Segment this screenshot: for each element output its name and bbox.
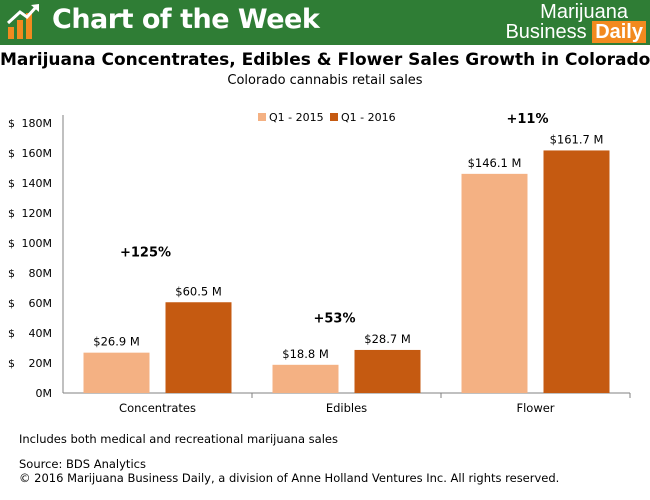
growth-label: +125%	[120, 246, 171, 261]
brand-name-line1: Marijuana	[540, 1, 628, 23]
y-tick-label: 180M	[22, 117, 53, 130]
y-tick-label: 0M	[36, 387, 53, 400]
y-tick-label: 20M	[29, 357, 53, 370]
legend-swatch	[258, 113, 266, 121]
y-tick-label: 60M	[29, 297, 53, 310]
bar	[83, 352, 150, 393]
data-label: $161.7 M	[550, 132, 604, 146]
y-tick-currency: $	[8, 147, 15, 160]
data-label: $146.1 M	[468, 156, 522, 170]
y-tick-currency: $	[8, 117, 15, 130]
y-tick-currency: $	[8, 267, 15, 280]
y-tick-label: 160M	[22, 147, 53, 160]
footnote-note: Includes both medical and recreational m…	[19, 432, 338, 446]
bar-chart-arrow-icon	[6, 4, 39, 39]
x-tick-label: Flower	[516, 401, 554, 415]
brand-word-daily: Daily	[592, 21, 646, 43]
y-tick-label: 40M	[29, 327, 53, 340]
y-tick-label: 140M	[22, 177, 53, 190]
bar	[461, 173, 528, 393]
footnote-source: Source: BDS Analytics	[19, 457, 146, 471]
data-label: $18.8 M	[282, 347, 329, 361]
x-tick-label: Concentrates	[119, 401, 196, 415]
y-tick-label: 120M	[22, 207, 53, 220]
footnote-copyright: © 2016 Marijuana Business Daily, a divis…	[19, 471, 560, 485]
y-tick-label: 80M	[29, 267, 53, 280]
bar-chart: 0M $ 20M $ 40M $ 60M $ 80M $ 100M $ 120M $ 140M $ 160M $ 1…	[8, 111, 631, 415]
brand-word-business: Business	[505, 21, 587, 43]
bar	[272, 364, 339, 393]
y-tick-currency: $	[8, 297, 15, 310]
y-tick-currency: $	[8, 177, 15, 190]
data-label: $60.5 M	[175, 284, 222, 298]
bar	[165, 302, 232, 393]
chart-title: Marijuana Concentrates, Edibles & Flower…	[0, 50, 650, 70]
x-tick-label: Edibles	[326, 401, 367, 415]
banner-title: Chart of the Week	[52, 4, 320, 35]
y-tick-currency: $	[8, 357, 15, 370]
y-tick-currency: $	[8, 207, 15, 220]
bar	[543, 150, 610, 393]
chart-subtitle: Colorado cannabis retail sales	[227, 73, 423, 88]
legend-label: Q1 - 2016	[341, 111, 396, 124]
header-banner: Chart of the Week Marijuana Business Dai…	[0, 0, 650, 45]
data-label: $26.9 M	[93, 335, 140, 349]
data-label: $28.7 M	[364, 332, 411, 346]
brand-name-line2: Business Daily	[505, 21, 646, 44]
y-tick-label: 100M	[22, 237, 53, 250]
y-tick-currency: $	[8, 327, 15, 340]
legend-swatch	[330, 113, 338, 121]
y-tick-currency: $	[8, 237, 15, 250]
bar	[354, 349, 421, 393]
legend-label: Q1 - 2015	[269, 111, 324, 124]
growth-label: +11%	[506, 112, 548, 127]
growth-label: +53%	[313, 312, 355, 327]
